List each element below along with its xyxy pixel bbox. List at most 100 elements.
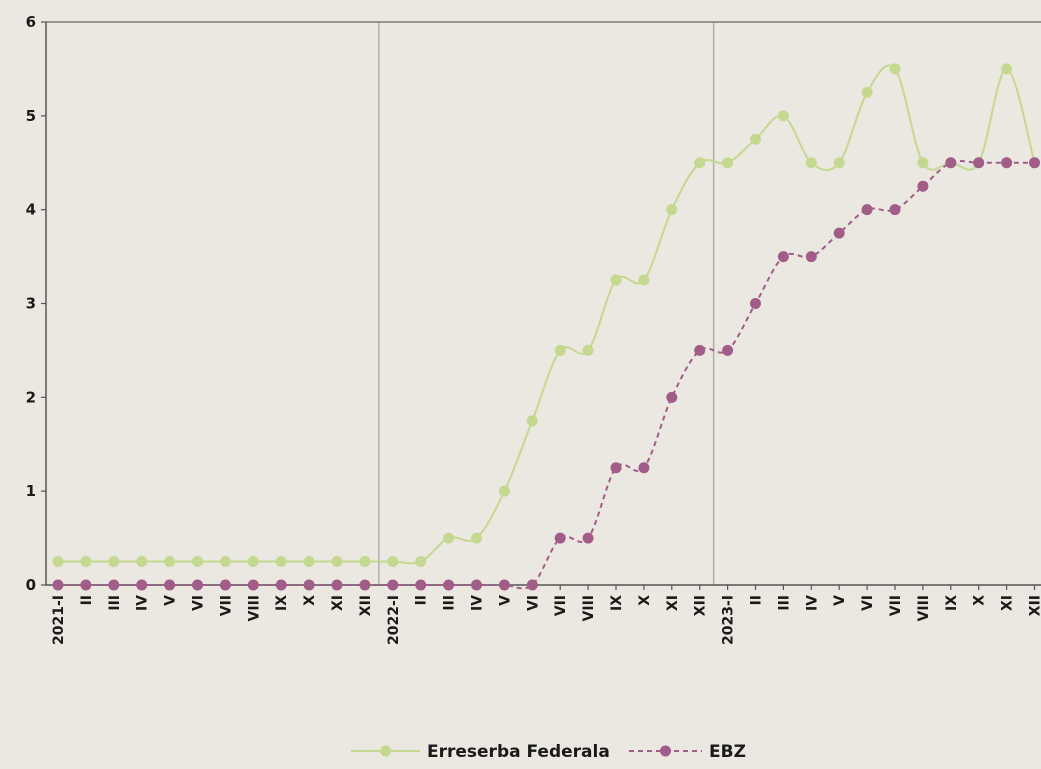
- data-point: [917, 157, 929, 169]
- y-tick-label: 2: [26, 388, 36, 406]
- x-tick-label: III: [107, 595, 123, 611]
- x-tick-label: VII: [218, 595, 234, 616]
- x-tick-label: II: [414, 595, 430, 605]
- data-point: [805, 157, 817, 169]
- data-point: [275, 579, 287, 591]
- x-tick-label: III: [442, 595, 458, 611]
- y-tick-label: 4: [26, 201, 36, 219]
- series-layer: [52, 63, 1040, 591]
- x-tick-label: VI: [860, 595, 876, 611]
- x-tick-label: VII: [553, 595, 569, 616]
- data-point: [638, 274, 650, 286]
- x-tick-label: 2023-I: [721, 595, 737, 645]
- data-point: [833, 157, 845, 169]
- data-point: [694, 344, 706, 356]
- x-tick-label: II: [749, 595, 765, 605]
- x-tick-label: 2022-I: [386, 595, 402, 645]
- data-point: [219, 579, 231, 591]
- y-axis-ticks: 0 1 2 3 4 5 6: [26, 13, 46, 594]
- data-point: [554, 532, 566, 544]
- data-point: [1001, 157, 1013, 169]
- data-point: [136, 556, 148, 568]
- x-tick-label: V: [497, 595, 513, 606]
- x-tick-label: V: [163, 595, 179, 606]
- data-point: [359, 556, 371, 568]
- data-point: [443, 532, 455, 544]
- x-tick-label: II: [79, 595, 95, 605]
- data-point: [610, 274, 622, 286]
- x-tick-label: XI: [665, 595, 681, 611]
- data-point: [415, 579, 427, 591]
- data-point: [108, 556, 120, 568]
- x-tick-label: VIII: [246, 595, 262, 621]
- x-tick-label: XII: [358, 595, 374, 616]
- data-point: [164, 579, 176, 591]
- axes: [45, 21, 1041, 586]
- data-point: [582, 344, 594, 356]
- legend: Erreserba Federala EBZ: [351, 742, 746, 762]
- y-tick-label: 6: [26, 13, 36, 31]
- data-point: [387, 579, 399, 591]
- legend-item: Erreserba Federala: [351, 742, 610, 762]
- x-tick-label: IV: [804, 595, 820, 611]
- series-line: [57, 64, 1036, 565]
- x-tick-label: IV: [135, 595, 151, 611]
- data-point: [80, 579, 92, 591]
- data-point: [526, 579, 538, 591]
- data-point: [861, 204, 873, 216]
- y-tick-label: 1: [26, 482, 36, 500]
- series-line: [58, 160, 1035, 590]
- data-point: [52, 556, 64, 568]
- data-point: [498, 485, 510, 497]
- data-point: [833, 227, 845, 239]
- data-point: [192, 556, 203, 568]
- x-tick-label: IX: [609, 595, 625, 611]
- x-axis-ticks: 2021-I II III IV V VI VII VIII IX X XI XII 2022-I II I…: [51, 585, 1041, 645]
- data-point: [471, 579, 482, 591]
- x-tick-label: 2021-I: [51, 595, 67, 645]
- data-point: [1001, 63, 1013, 75]
- data-point: [582, 532, 594, 544]
- x-tick-label: X: [637, 595, 653, 606]
- series-erreserba-federala: [52, 63, 1040, 568]
- x-tick-label: IX: [944, 595, 960, 611]
- data-point: [945, 157, 957, 169]
- data-point: [108, 579, 120, 591]
- data-point: [861, 86, 873, 98]
- data-point: [247, 556, 259, 568]
- data-point: [387, 556, 399, 568]
- data-point: [610, 462, 622, 474]
- data-point: [331, 556, 343, 568]
- data-point: [666, 204, 678, 216]
- data-point: [694, 157, 706, 169]
- data-point: [303, 556, 315, 568]
- data-point: [275, 556, 287, 568]
- x-tick-label: VII: [888, 595, 904, 616]
- data-point: [443, 579, 455, 591]
- x-tick-label: XII: [693, 595, 709, 616]
- data-point: [526, 415, 538, 427]
- x-tick-label: IX: [274, 595, 290, 611]
- data-point: [498, 579, 510, 591]
- data-point: [80, 556, 92, 568]
- x-tick-label: III: [776, 595, 792, 611]
- data-point: [192, 579, 203, 591]
- legend-label: Erreserba Federala: [427, 742, 610, 762]
- x-tick-label: IV: [470, 595, 486, 611]
- x-tick-label: VI: [191, 595, 207, 611]
- x-tick-label: X: [302, 595, 318, 606]
- data-point: [917, 180, 929, 192]
- legend-marker: [660, 745, 671, 757]
- data-point: [750, 298, 761, 309]
- x-tick-label: XI: [1000, 595, 1016, 611]
- y-tick-label: 0: [26, 576, 36, 594]
- data-point: [415, 556, 427, 568]
- data-point: [722, 157, 734, 169]
- data-point: [219, 556, 231, 568]
- data-point: [471, 532, 482, 544]
- data-point: [136, 579, 148, 591]
- data-point: [1029, 157, 1040, 169]
- data-point: [973, 157, 985, 169]
- data-point: [554, 344, 566, 356]
- data-point: [359, 579, 371, 591]
